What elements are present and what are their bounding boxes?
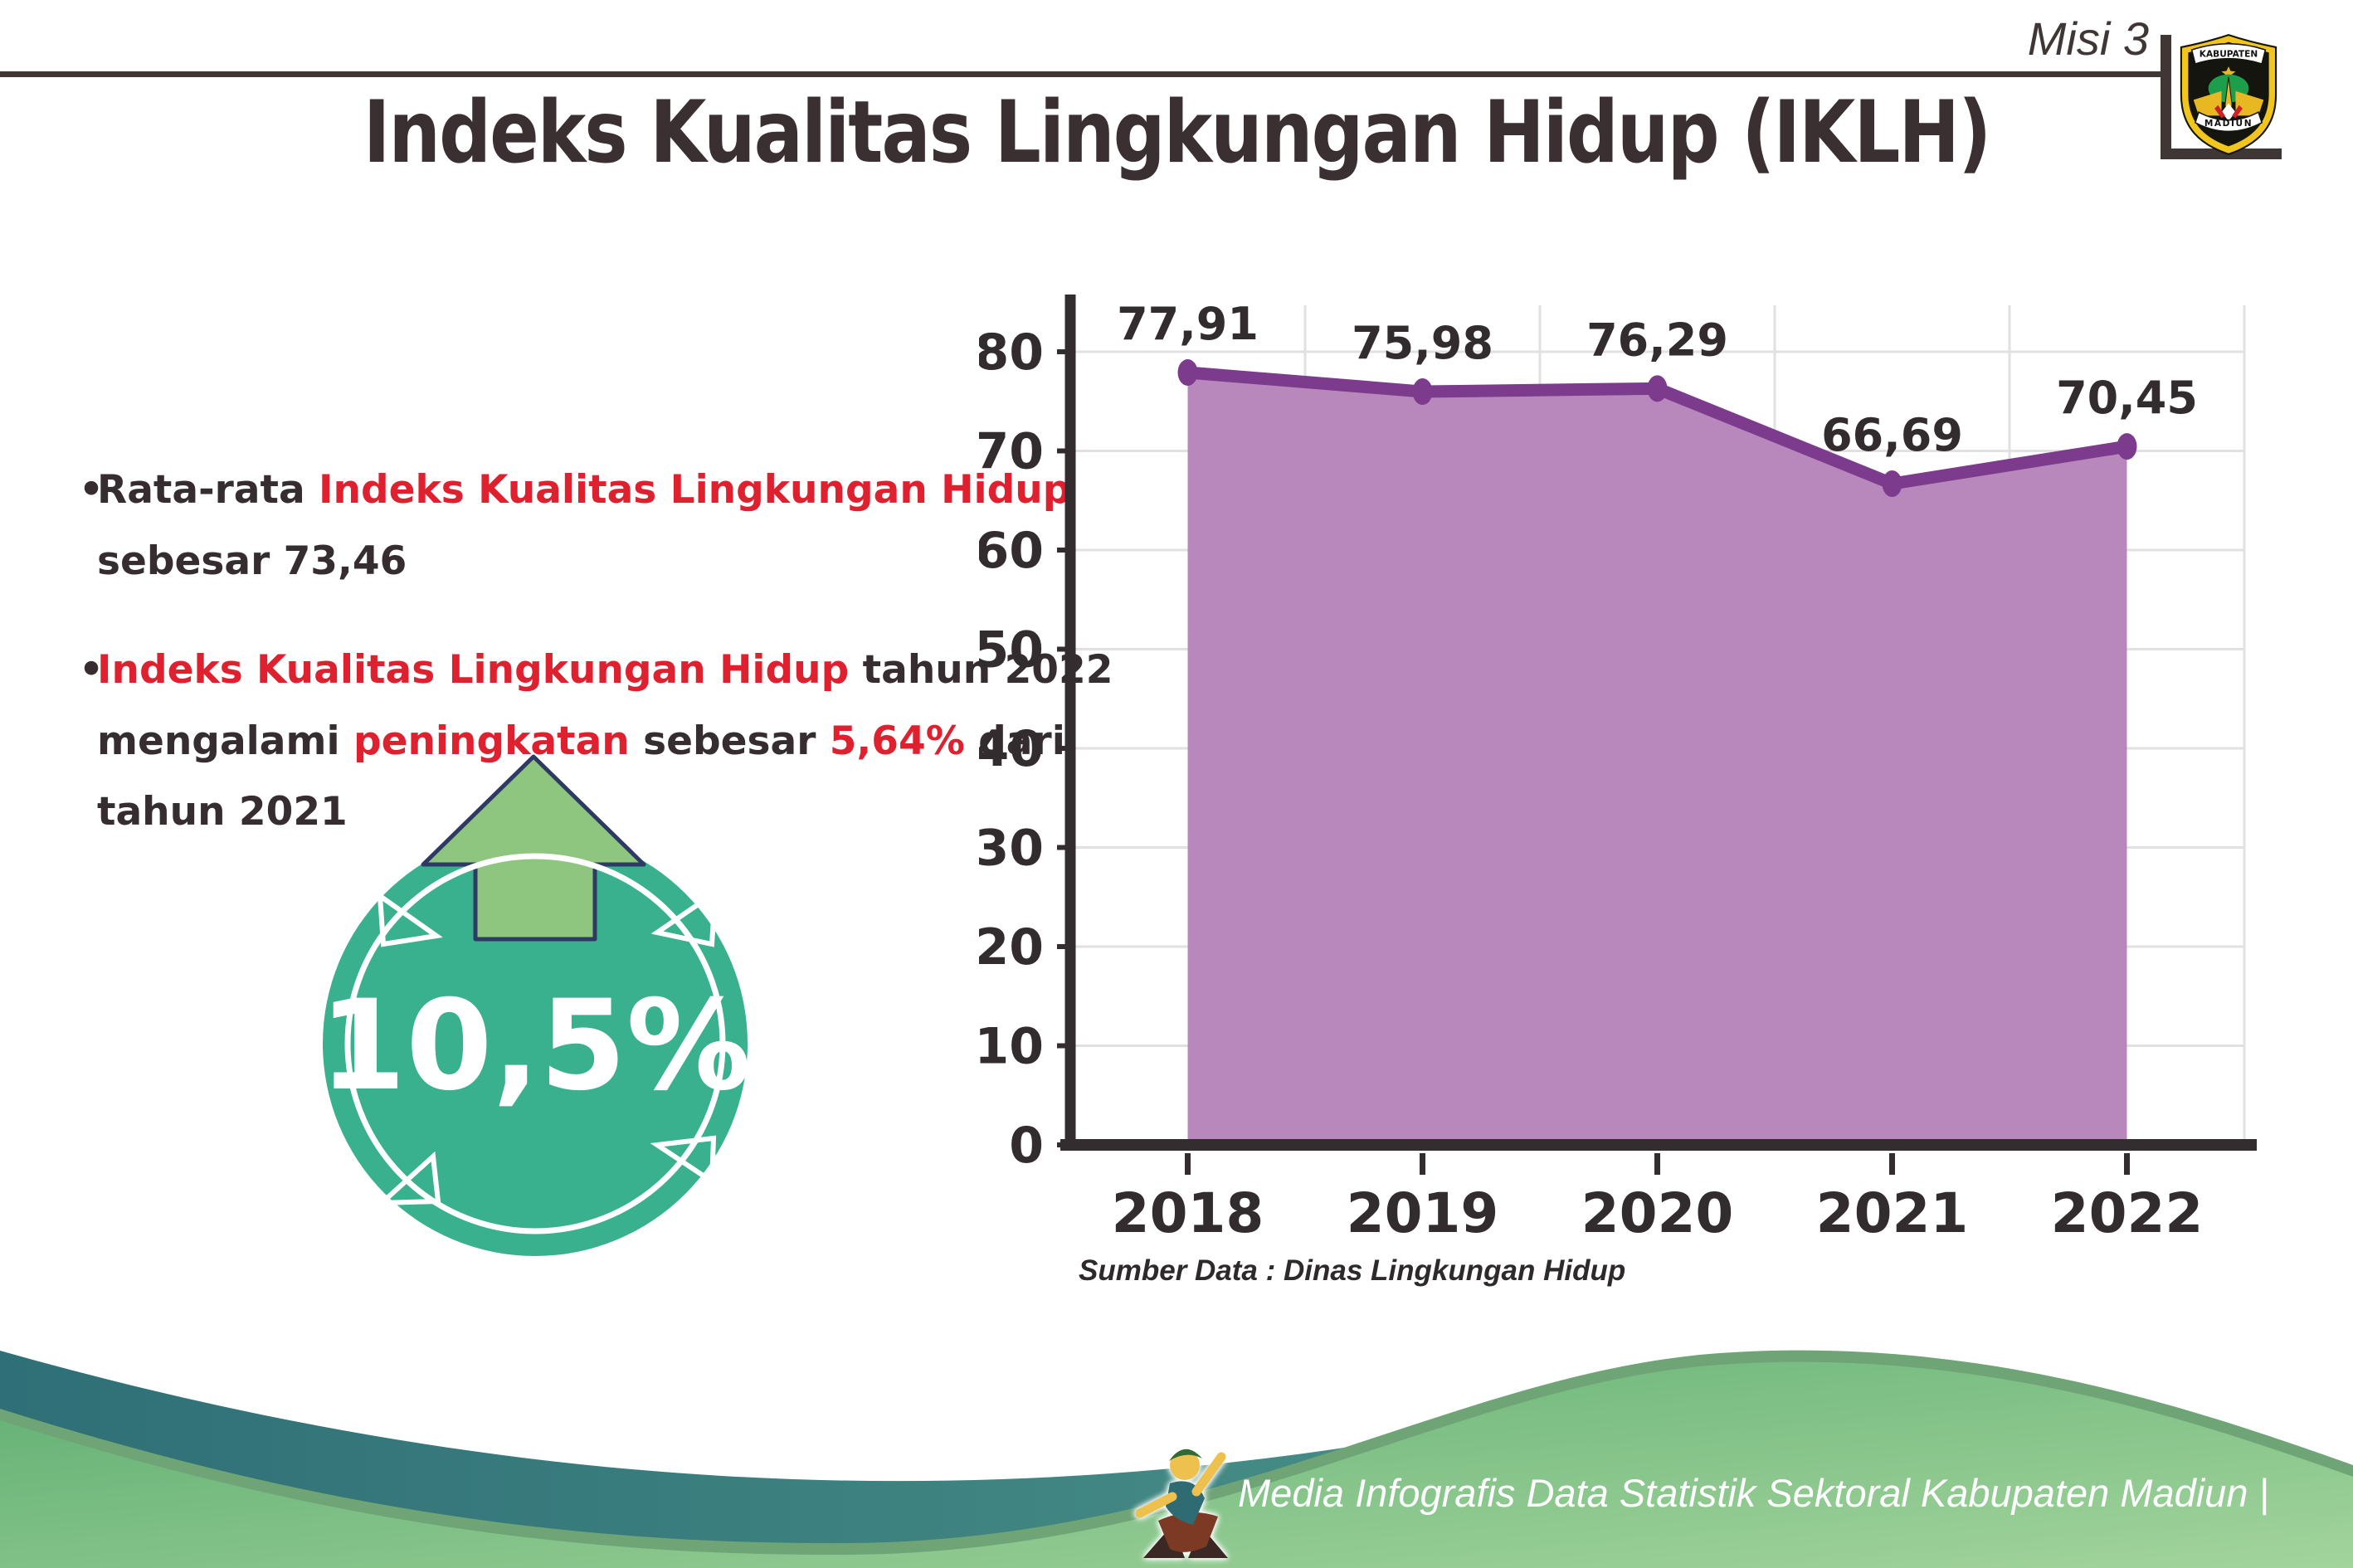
bullet1-text: Rata-rata xyxy=(97,467,319,513)
badge-inner-ring xyxy=(344,853,726,1234)
x-tick-label: 2020 xyxy=(1581,1181,1734,1245)
y-tick-label: 30 xyxy=(979,820,1044,878)
bullet2-line3: tahun 2021 xyxy=(97,789,348,835)
green-wave xyxy=(0,1361,2353,1568)
bullet2-text3: sebesar xyxy=(629,718,830,764)
bullet-dot: • xyxy=(79,647,105,694)
spark-triangle xyxy=(650,1135,717,1186)
y-tick-label: 40 xyxy=(979,720,1044,778)
bullet2-highlight1: Indeks Kualitas Lingkungan Hidup xyxy=(97,647,850,694)
emblem-frame-vertical xyxy=(2161,35,2171,159)
emblem-top-text: KABUPATEN xyxy=(2200,50,2258,60)
x-tick-label: 2022 xyxy=(2051,1181,2204,1245)
misi-label: Misi 3 xyxy=(2027,12,2149,65)
x-tick-label: 2021 xyxy=(1816,1181,1969,1245)
footer-wave-decoration xyxy=(0,1350,2353,1568)
bullet-dot: • xyxy=(79,467,105,513)
value-label: 77,91 xyxy=(1117,298,1259,350)
data-point xyxy=(1647,375,1668,402)
up-arrow-icon xyxy=(421,754,646,942)
y-tick-label: 20 xyxy=(979,918,1044,976)
value-label: 75,98 xyxy=(1352,317,1493,369)
mascot-logo-icon xyxy=(1135,1449,1228,1558)
bullet2-highlight2: peningkatan xyxy=(353,718,630,764)
data-point xyxy=(1177,358,1198,386)
page-title: Indeks Kualitas Lingkungan Hidup (IKLH) xyxy=(363,81,1992,183)
chart-source-caption: Sumber Data : Dinas Lingkungan Hidup xyxy=(1079,1254,1626,1287)
y-tick-label: 80 xyxy=(979,324,1044,382)
y-tick-label: 60 xyxy=(979,522,1044,580)
bullet1-highlight: Indeks Kualitas Lingkungan Hidup xyxy=(319,467,1071,513)
y-tick-label: 70 xyxy=(979,423,1044,481)
emblem-frame-horizontal xyxy=(2161,149,2282,159)
y-tick-label: 10 xyxy=(979,1018,1044,1076)
emblem-bottom-text: MADIUN xyxy=(2204,119,2253,129)
bullet2-highlight3: 5,64% xyxy=(829,718,965,764)
spark-triangle xyxy=(650,888,719,947)
data-point xyxy=(1882,470,1902,498)
bullet1-line2: sebesar 73,46 xyxy=(97,538,407,584)
area-fill xyxy=(1187,372,2127,1146)
iklh-area-chart: 0 10 20 30 40 50 60 70 80 2018 2019 2020 2021 2022 77,… xyxy=(979,295,2257,1245)
value-label: 76,29 xyxy=(1586,314,1728,366)
footer-credit: Media Infografis Data Statistik Sektoral… xyxy=(1238,1471,2269,1515)
x-tick-label: 2018 xyxy=(1112,1181,1264,1245)
data-point xyxy=(1412,378,1433,406)
bullet2-text4: dari xyxy=(964,718,1065,764)
header-rule xyxy=(0,71,2164,77)
spark-triangle xyxy=(374,1151,441,1206)
spark-triangle xyxy=(377,890,443,947)
data-point xyxy=(2117,433,2137,460)
x-tick-label: 2019 xyxy=(1347,1181,1499,1245)
increase-badge: 10,5% xyxy=(319,754,751,1256)
value-label: 66,69 xyxy=(1821,409,1963,461)
kabupaten-madiun-emblem-icon: KABUPATEN MADIUN xyxy=(2180,33,2277,156)
y-tick-label: 0 xyxy=(1009,1117,1044,1175)
badge-value: 10,5% xyxy=(319,974,751,1118)
y-tick-label: 50 xyxy=(979,621,1044,679)
value-label: 70,45 xyxy=(2056,372,2198,424)
bullet-average: • Rata-rata Indeks Kualitas Lingkungan Hi… xyxy=(79,455,1124,597)
bullet2-text2: mengalami xyxy=(97,718,353,764)
